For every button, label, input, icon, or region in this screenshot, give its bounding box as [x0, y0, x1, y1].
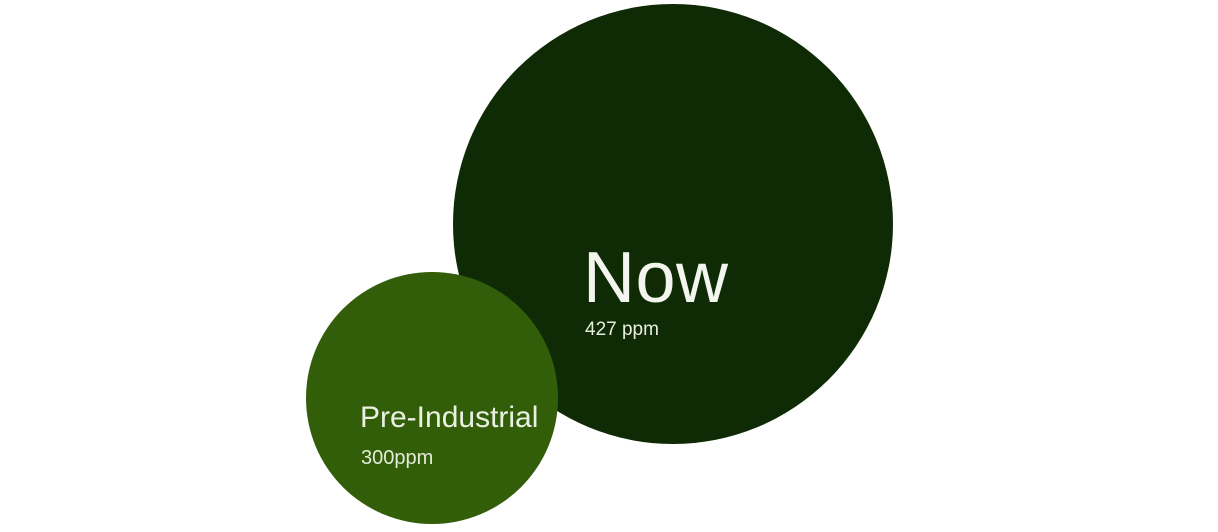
pre-industrial-bubble-value: 300ppm: [361, 447, 434, 469]
now-bubble-value: 427 ppm: [585, 319, 659, 340]
pre-industrial-bubble-label: Pre-Industrial: [360, 401, 539, 434]
now-bubble-label: Now: [583, 238, 729, 318]
pre-industrial-bubble: Pre-Industrial 300ppm: [306, 272, 558, 524]
